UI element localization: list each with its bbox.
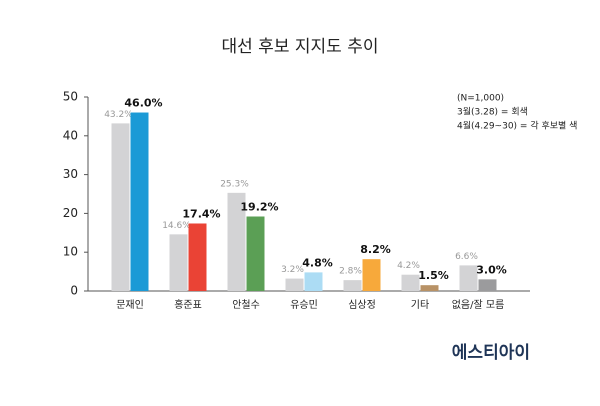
bar <box>304 272 323 291</box>
y-tick-label: 50 <box>63 90 78 104</box>
value-label: 43.2% <box>104 110 133 120</box>
value-label: 4.8% <box>302 256 333 269</box>
bar <box>111 123 130 291</box>
bar <box>227 192 246 291</box>
x-tick-label: 없음/잘 모름 <box>452 298 505 311</box>
bar <box>285 278 304 291</box>
note: 4월(4.29~30) = 각 후보별 색 <box>457 120 577 132</box>
value-label: 2.8% <box>339 267 362 277</box>
bar <box>246 216 265 291</box>
value-label: 1.5% <box>418 269 449 282</box>
chart-title: 대선 후보 지지도 추이 <box>222 37 379 57</box>
y-tick-label: 20 <box>63 206 78 220</box>
bar <box>362 259 381 291</box>
x-tick-label: 유승민 <box>290 299 318 311</box>
x-tick-label: 심상정 <box>348 299 376 311</box>
bar <box>459 265 478 291</box>
value-label: 17.4% <box>182 207 220 220</box>
source-logo: 에스티아이 <box>452 343 530 363</box>
note: 3월(3.28) = 회색 <box>457 106 528 118</box>
value-label: 25.3% <box>220 179 249 189</box>
bar <box>401 274 420 291</box>
value-label: 3.0% <box>476 263 507 276</box>
value-label: 3.2% <box>281 265 304 275</box>
bar <box>169 234 188 291</box>
bar <box>343 280 362 291</box>
x-tick-label: 문재인 <box>116 299 144 311</box>
x-tick-label: 안철수 <box>232 299 260 311</box>
x-tick-label: 기타 <box>411 299 429 311</box>
y-tick-label: 10 <box>63 245 78 259</box>
bar <box>420 285 439 291</box>
x-tick-label: 홍준표 <box>174 298 202 311</box>
value-label: 14.6% <box>162 221 191 231</box>
value-label: 19.2% <box>240 201 278 214</box>
value-label: 4.2% <box>397 261 420 271</box>
note: (N=1,000) <box>457 94 504 104</box>
y-tick-label: 0 <box>70 284 78 298</box>
bar <box>130 112 149 292</box>
y-tick-label: 40 <box>63 128 78 142</box>
y-tick-label: 30 <box>63 167 78 181</box>
value-label: 46.0% <box>124 97 162 110</box>
bar <box>478 279 497 291</box>
bar <box>188 223 207 291</box>
value-label: 6.6% <box>455 252 478 262</box>
value-label: 8.2% <box>360 243 391 256</box>
